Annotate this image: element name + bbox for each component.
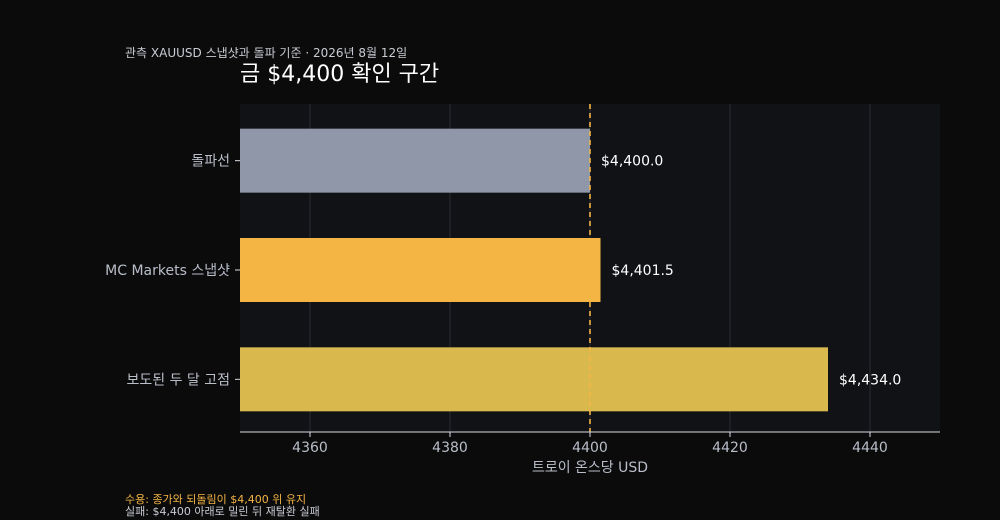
data-labels: $4,400.0 $4,401.5 $4,434.0 [601,154,901,389]
footnote-fail: 실패: $4,400 아래로 밀린 뒤 재탈환 실패 [125,505,320,518]
x-tick-label-2: 4400 [572,440,608,456]
x-tick-label-1: 4380 [432,440,468,456]
data-label-1: $4,401.5 [612,263,674,279]
footnote-accept: 수용: 종가와 되돌림이 $4,400 위 유지 [125,493,307,506]
x-tick-label-3: 4420 [712,440,748,456]
category-label-2: 보도된 두 달 고점 [126,372,230,388]
category-label-1: MC Markets 스냅샷 [105,263,230,279]
x-tick-label-4: 4440 [852,440,888,456]
chart-subtitle: 관측 XAUUSD 스냅샷과 돌파 기준 · 2026년 8월 12일 [125,46,408,60]
bar-2 [240,347,828,412]
data-label-0: $4,400.0 [601,154,663,170]
bars [240,128,828,412]
data-label-2: $4,434.0 [839,372,901,388]
bar-0 [240,128,590,193]
x-tick-label-0: 4360 [292,440,328,456]
chart-title: 금 $4,400 확인 구간 [240,62,440,87]
x-axis-title: 트로이 온스당 USD [532,460,648,476]
category-label-0: 돌파선 [191,154,230,170]
bar-1 [240,238,601,302]
x-axis: 4360 4380 4400 4420 4440 [240,431,940,456]
